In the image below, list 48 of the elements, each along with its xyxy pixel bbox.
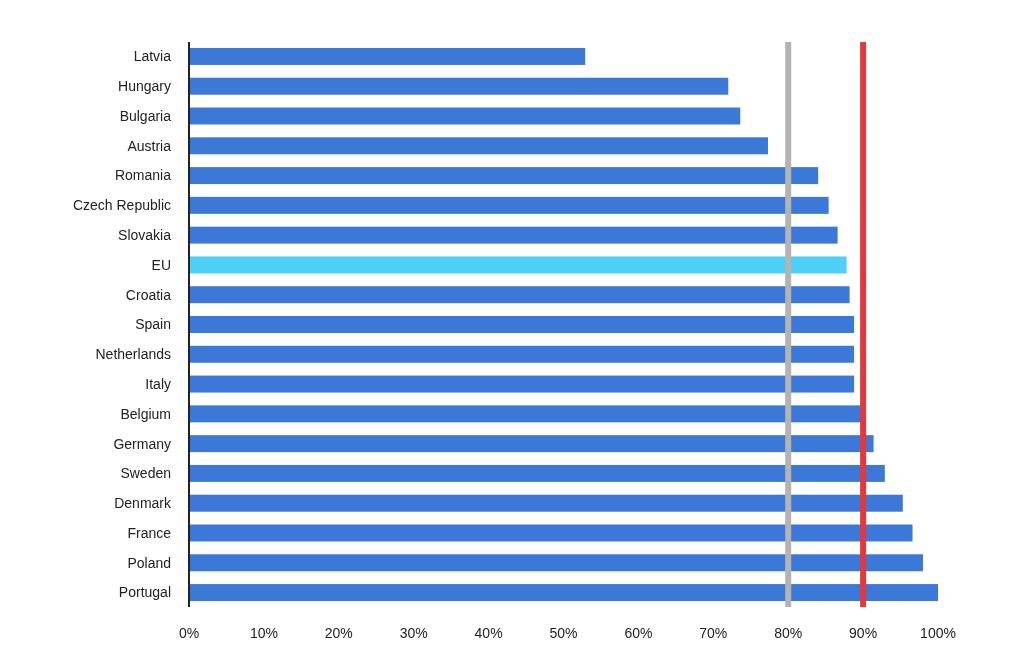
bar xyxy=(189,286,850,304)
bar xyxy=(189,435,874,453)
bar xyxy=(189,196,829,214)
y-tick-label: Germany xyxy=(113,435,171,452)
y-tick-label: Netherlands xyxy=(95,346,171,363)
bar xyxy=(189,107,741,125)
y-tick-label: Spain xyxy=(135,316,171,333)
x-tick-label: 70% xyxy=(699,625,728,641)
bar xyxy=(189,375,855,393)
bar xyxy=(189,137,768,155)
x-tick-label: 20% xyxy=(324,625,353,641)
y-tick-label: Slovakia xyxy=(118,227,172,244)
x-tick-label: 10% xyxy=(249,625,278,641)
x-tick-label: 80% xyxy=(774,625,803,641)
bar xyxy=(189,464,885,482)
y-tick-label: Portugal xyxy=(118,584,171,601)
bar xyxy=(189,167,819,185)
y-tick-label: Austria xyxy=(127,137,172,154)
y-tick-label: Sweden xyxy=(120,465,171,482)
bar xyxy=(189,77,729,95)
bar xyxy=(189,524,913,542)
bar xyxy=(189,554,924,572)
x-tick-label: 100% xyxy=(920,625,956,641)
y-tick-label: Italy xyxy=(145,375,171,392)
y-tick-label: Belgium xyxy=(120,405,171,422)
x-tick-label: 90% xyxy=(849,625,878,641)
bar xyxy=(189,226,838,244)
bar xyxy=(189,316,855,333)
y-tick-label: EU xyxy=(151,256,171,273)
y-tick-label: Denmark xyxy=(114,495,172,512)
y-tick-label: Croatia xyxy=(125,286,172,303)
bar xyxy=(189,494,903,512)
bar xyxy=(189,345,855,363)
y-tick-label: Czech Republic xyxy=(72,197,171,214)
bar xyxy=(189,256,847,274)
x-tick-label: 0% xyxy=(178,625,200,641)
y-tick-label: Hungary xyxy=(118,78,171,95)
y-tick-label: Latvia xyxy=(133,48,172,65)
y-tick-label: Poland xyxy=(127,554,171,571)
x-tick-label: 60% xyxy=(624,625,653,641)
y-tick-label: Romania xyxy=(114,167,172,184)
bar xyxy=(189,584,938,602)
bar xyxy=(189,47,586,65)
y-tick-label: France xyxy=(127,524,172,541)
x-tick-label: 30% xyxy=(399,625,428,641)
y-tick-label: Bulgaria xyxy=(119,107,172,124)
x-tick-label: 50% xyxy=(549,625,578,641)
x-tick-label: 40% xyxy=(474,625,503,641)
